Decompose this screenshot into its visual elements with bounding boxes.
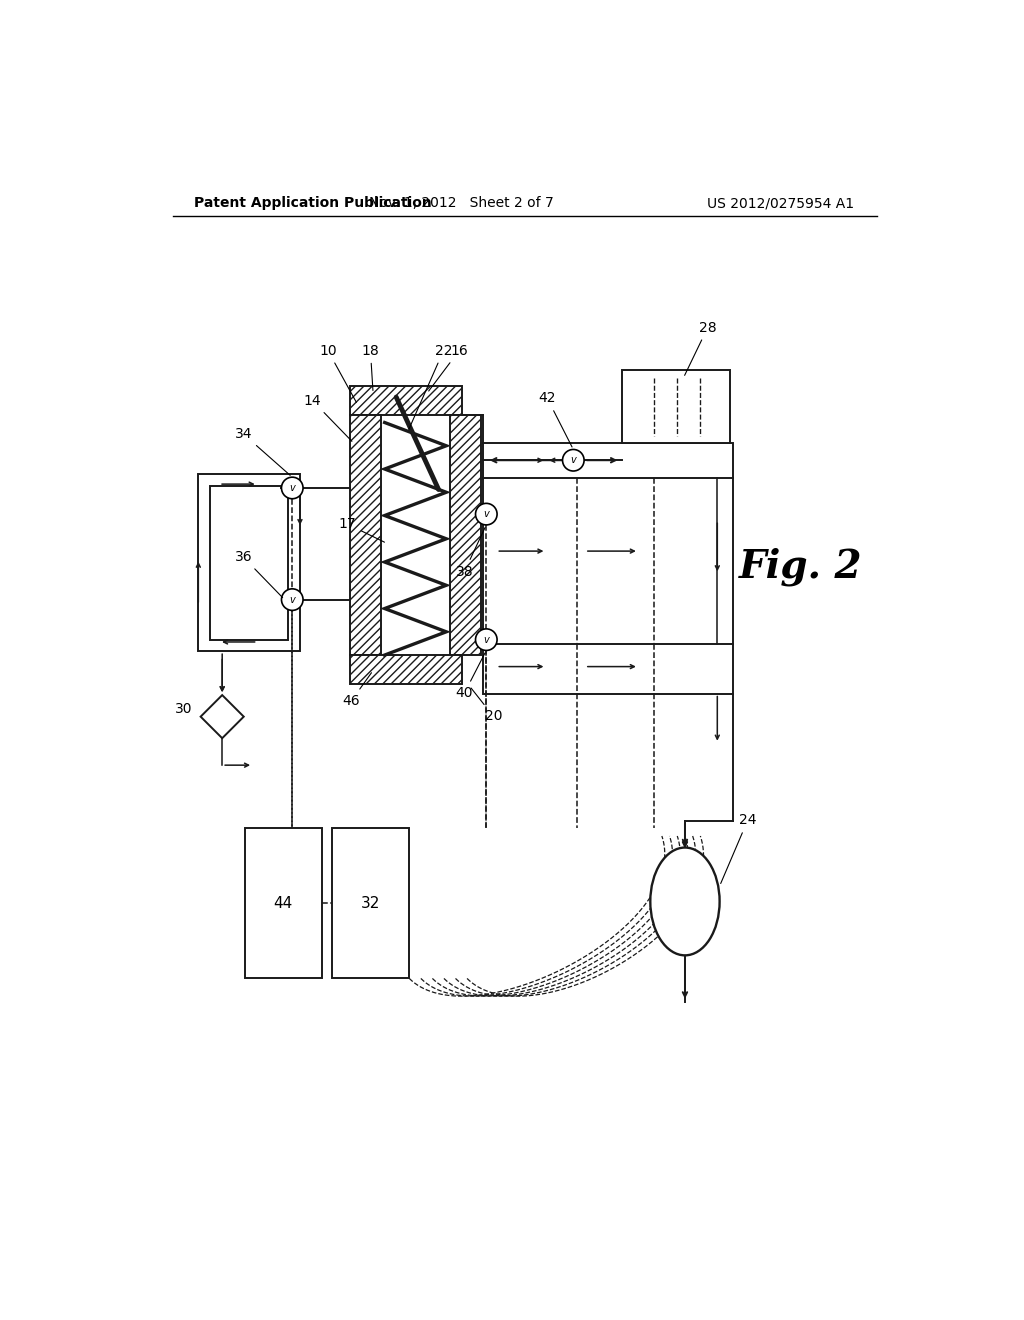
Polygon shape <box>201 696 244 738</box>
Text: v: v <box>483 635 489 644</box>
Bar <box>199 474 300 651</box>
Bar <box>350 385 462 414</box>
Text: 28: 28 <box>685 321 717 375</box>
Bar <box>333 829 410 978</box>
Circle shape <box>282 478 303 499</box>
Circle shape <box>475 503 497 525</box>
Bar <box>350 414 381 655</box>
Text: 36: 36 <box>234 550 283 598</box>
Bar <box>451 414 481 655</box>
Ellipse shape <box>650 847 720 956</box>
Bar <box>210 486 289 640</box>
Circle shape <box>562 449 584 471</box>
Circle shape <box>282 589 303 610</box>
Text: v: v <box>570 455 577 465</box>
Bar <box>483 444 733 693</box>
Text: 22: 22 <box>409 343 453 429</box>
Text: Patent Application Publication: Patent Application Publication <box>194 197 431 210</box>
Bar <box>350 385 462 414</box>
Text: v: v <box>290 483 295 492</box>
Text: US 2012/0275954 A1: US 2012/0275954 A1 <box>707 197 854 210</box>
Text: 32: 32 <box>361 896 381 911</box>
Circle shape <box>475 628 497 651</box>
Bar <box>350 414 381 655</box>
Text: 34: 34 <box>234 426 290 475</box>
Text: 40: 40 <box>456 653 485 701</box>
Text: 38: 38 <box>456 528 485 578</box>
Bar <box>451 414 481 655</box>
Text: v: v <box>483 510 489 519</box>
Bar <box>245 829 322 978</box>
Text: 46: 46 <box>342 673 372 708</box>
Text: 16: 16 <box>429 343 468 391</box>
Text: 30: 30 <box>175 702 193 715</box>
Text: Fig. 2: Fig. 2 <box>738 548 862 586</box>
Text: 14: 14 <box>304 393 352 441</box>
Text: 42: 42 <box>539 392 572 447</box>
Text: 18: 18 <box>361 343 379 391</box>
Bar <box>350 655 462 684</box>
Bar <box>622 370 730 444</box>
Text: 10: 10 <box>319 343 356 403</box>
Text: 24: 24 <box>721 813 757 883</box>
Bar <box>350 655 462 684</box>
Text: v: v <box>290 594 295 605</box>
Text: 20: 20 <box>471 688 502 723</box>
Text: 17: 17 <box>339 517 384 543</box>
Text: Nov. 1, 2012   Sheet 2 of 7: Nov. 1, 2012 Sheet 2 of 7 <box>370 197 554 210</box>
Text: 44: 44 <box>273 896 293 911</box>
